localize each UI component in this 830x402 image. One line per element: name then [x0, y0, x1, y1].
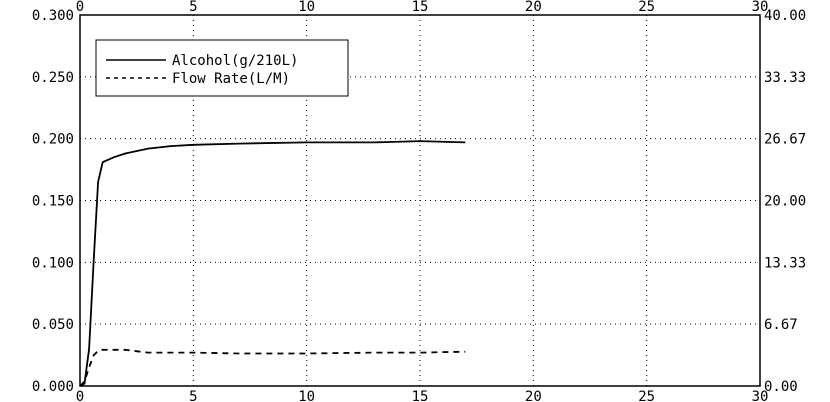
y2-tick-label: 40.00: [764, 8, 806, 24]
y2-tick-label: 33.33: [764, 70, 806, 86]
legend: Alcohol(g/210L) Flow Rate(L/M): [95, 39, 349, 97]
grid-lines: [80, 15, 760, 386]
series-line-alcohol: [79, 140, 466, 387]
x-tick-label: 10: [298, 389, 315, 402]
y2-tick-label: 0.00: [764, 379, 798, 395]
x-tick-label: 20: [525, 389, 542, 402]
legend-label-flow-rate: Flow Rate(L/M): [172, 71, 290, 87]
x-tick-label: 15: [412, 389, 429, 402]
x-tick-label-top: 0: [76, 0, 84, 15]
series-line-flow-rate: [79, 348, 466, 387]
plot-frame: [79, 14, 761, 387]
y2-tick-label: 26.67: [764, 132, 806, 148]
x-tick-label: 30: [752, 389, 769, 402]
tick-labels: 0 5 10 15 20 25 30 0 5 10 15 20 25 30 0.000 0.050 0.100 0…: [32, 0, 806, 402]
y2-tick-label: 6.67: [764, 317, 798, 333]
x-tick-label-top: 20: [525, 0, 542, 15]
x-tick-label: 25: [638, 389, 655, 402]
x-tick-label-top: 25: [638, 0, 655, 15]
legend-label-alcohol: Alcohol(g/210L): [172, 53, 298, 69]
y2-tick-label: 13.33: [764, 255, 806, 271]
x-tick-label-top: 15: [412, 0, 429, 15]
y-tick-label: 0.300: [32, 8, 74, 24]
x-tick-label: 5: [189, 389, 197, 402]
y-tick-label: 0.100: [32, 255, 74, 271]
legend-box: [95, 39, 349, 97]
x-tick-label-top: 10: [298, 0, 315, 15]
y2-tick-label: 20.00: [764, 194, 806, 210]
x-tick-label-top: 30: [752, 0, 769, 15]
y-tick-label: 0.000: [32, 379, 74, 395]
x-tick-label: 0: [76, 389, 84, 402]
x-tick-label-top: 5: [189, 0, 197, 15]
y-tick-label: 0.250: [32, 70, 74, 86]
y-tick-label: 0.200: [32, 132, 74, 148]
y-tick-label: 0.150: [32, 194, 74, 210]
y-tick-label: 0.050: [32, 317, 74, 333]
series-layer: [79, 140, 466, 387]
